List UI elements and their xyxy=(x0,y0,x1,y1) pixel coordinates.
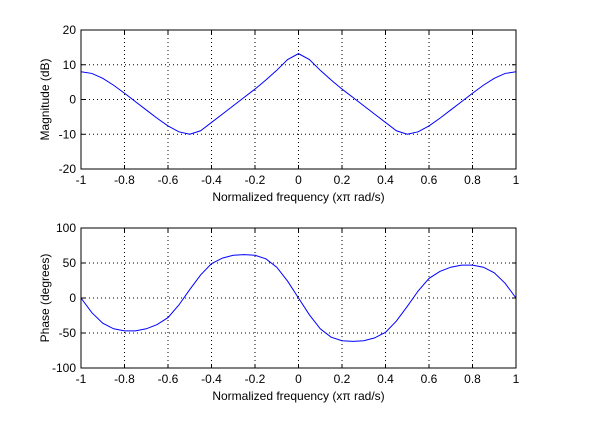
phase-x-tick-label: -0.2 xyxy=(245,372,266,386)
magnitude-x-tick-label: 0 xyxy=(295,173,302,187)
phase-x-tick-label: 0 xyxy=(295,372,302,386)
magnitude-axes: -1 -0.8 -0.6 -0.4 -0.2 0 0.2 0.4 0.6 0.8 1 -20 -10 0 1… xyxy=(38,23,520,204)
magnitude-x-axis-label: Normalized frequency (xπ rad/s) xyxy=(212,190,384,204)
phase-x-tick-label: 0.2 xyxy=(334,372,351,386)
magnitude-x-tick-label: 0.2 xyxy=(334,173,351,187)
magnitude-series-line xyxy=(80,53,517,135)
phase-y-tick-label: 50 xyxy=(63,256,77,270)
magnitude-x-tick-label: 0.4 xyxy=(377,173,394,187)
phase-y-tick-label: 100 xyxy=(56,221,76,235)
phase-x-tick-label: -0.6 xyxy=(158,372,179,386)
phase-axes: -1 -0.8 -0.6 -0.4 -0.2 0 0.2 0.4 0.6 0.8 1 -100 -50 0… xyxy=(38,221,520,403)
magnitude-y-tick-label: -20 xyxy=(59,162,77,176)
magnitude-x-tick-label: 1 xyxy=(513,173,520,187)
magnitude-y-tick-label: -10 xyxy=(59,127,77,141)
phase-y-axis-label: Phase (degrees) xyxy=(38,254,52,343)
magnitude-x-tick-label: -1 xyxy=(76,173,87,187)
magnitude-y-tick-label: 10 xyxy=(63,58,77,72)
phase-x-tick-label: -0.8 xyxy=(114,372,135,386)
phase-series-line xyxy=(80,254,517,342)
phase-x-tick-label: 1 xyxy=(513,372,520,386)
phase-x-tick-label: 0.6 xyxy=(421,372,438,386)
magnitude-y-tick-label: 0 xyxy=(69,93,76,107)
magnitude-x-tick-label: 0.6 xyxy=(421,173,438,187)
phase-y-tick-label: 0 xyxy=(69,291,76,305)
phase-x-axis-label: Normalized frequency (xπ rad/s) xyxy=(212,389,384,403)
phase-y-tick-label: -50 xyxy=(59,326,77,340)
magnitude-x-tick-label: -0.8 xyxy=(114,173,135,187)
magnitude-x-tick-label: -0.6 xyxy=(158,173,179,187)
magnitude-x-tick-label: -0.4 xyxy=(201,173,222,187)
panels: -1 -0.8 -0.6 -0.4 -0.2 0 0.2 0.4 0.6 0.8 1-20-1001… xyxy=(38,23,520,403)
phase-y-tick-label: -100 xyxy=(52,361,76,375)
phase-x-tick-label: 0.4 xyxy=(377,372,394,386)
magnitude-x-tick-label: -0.2 xyxy=(245,173,266,187)
phase-x-tick-label: 0.8 xyxy=(464,372,481,386)
magnitude-x-tick-label: 0.8 xyxy=(464,173,481,187)
phase-x-tick-label: -1 xyxy=(76,372,87,386)
magnitude-y-tick-label: 20 xyxy=(63,23,77,37)
phase-x-tick-label: -0.4 xyxy=(201,372,222,386)
magnitude-y-axis-label: Magnitude (dB) xyxy=(38,58,52,140)
